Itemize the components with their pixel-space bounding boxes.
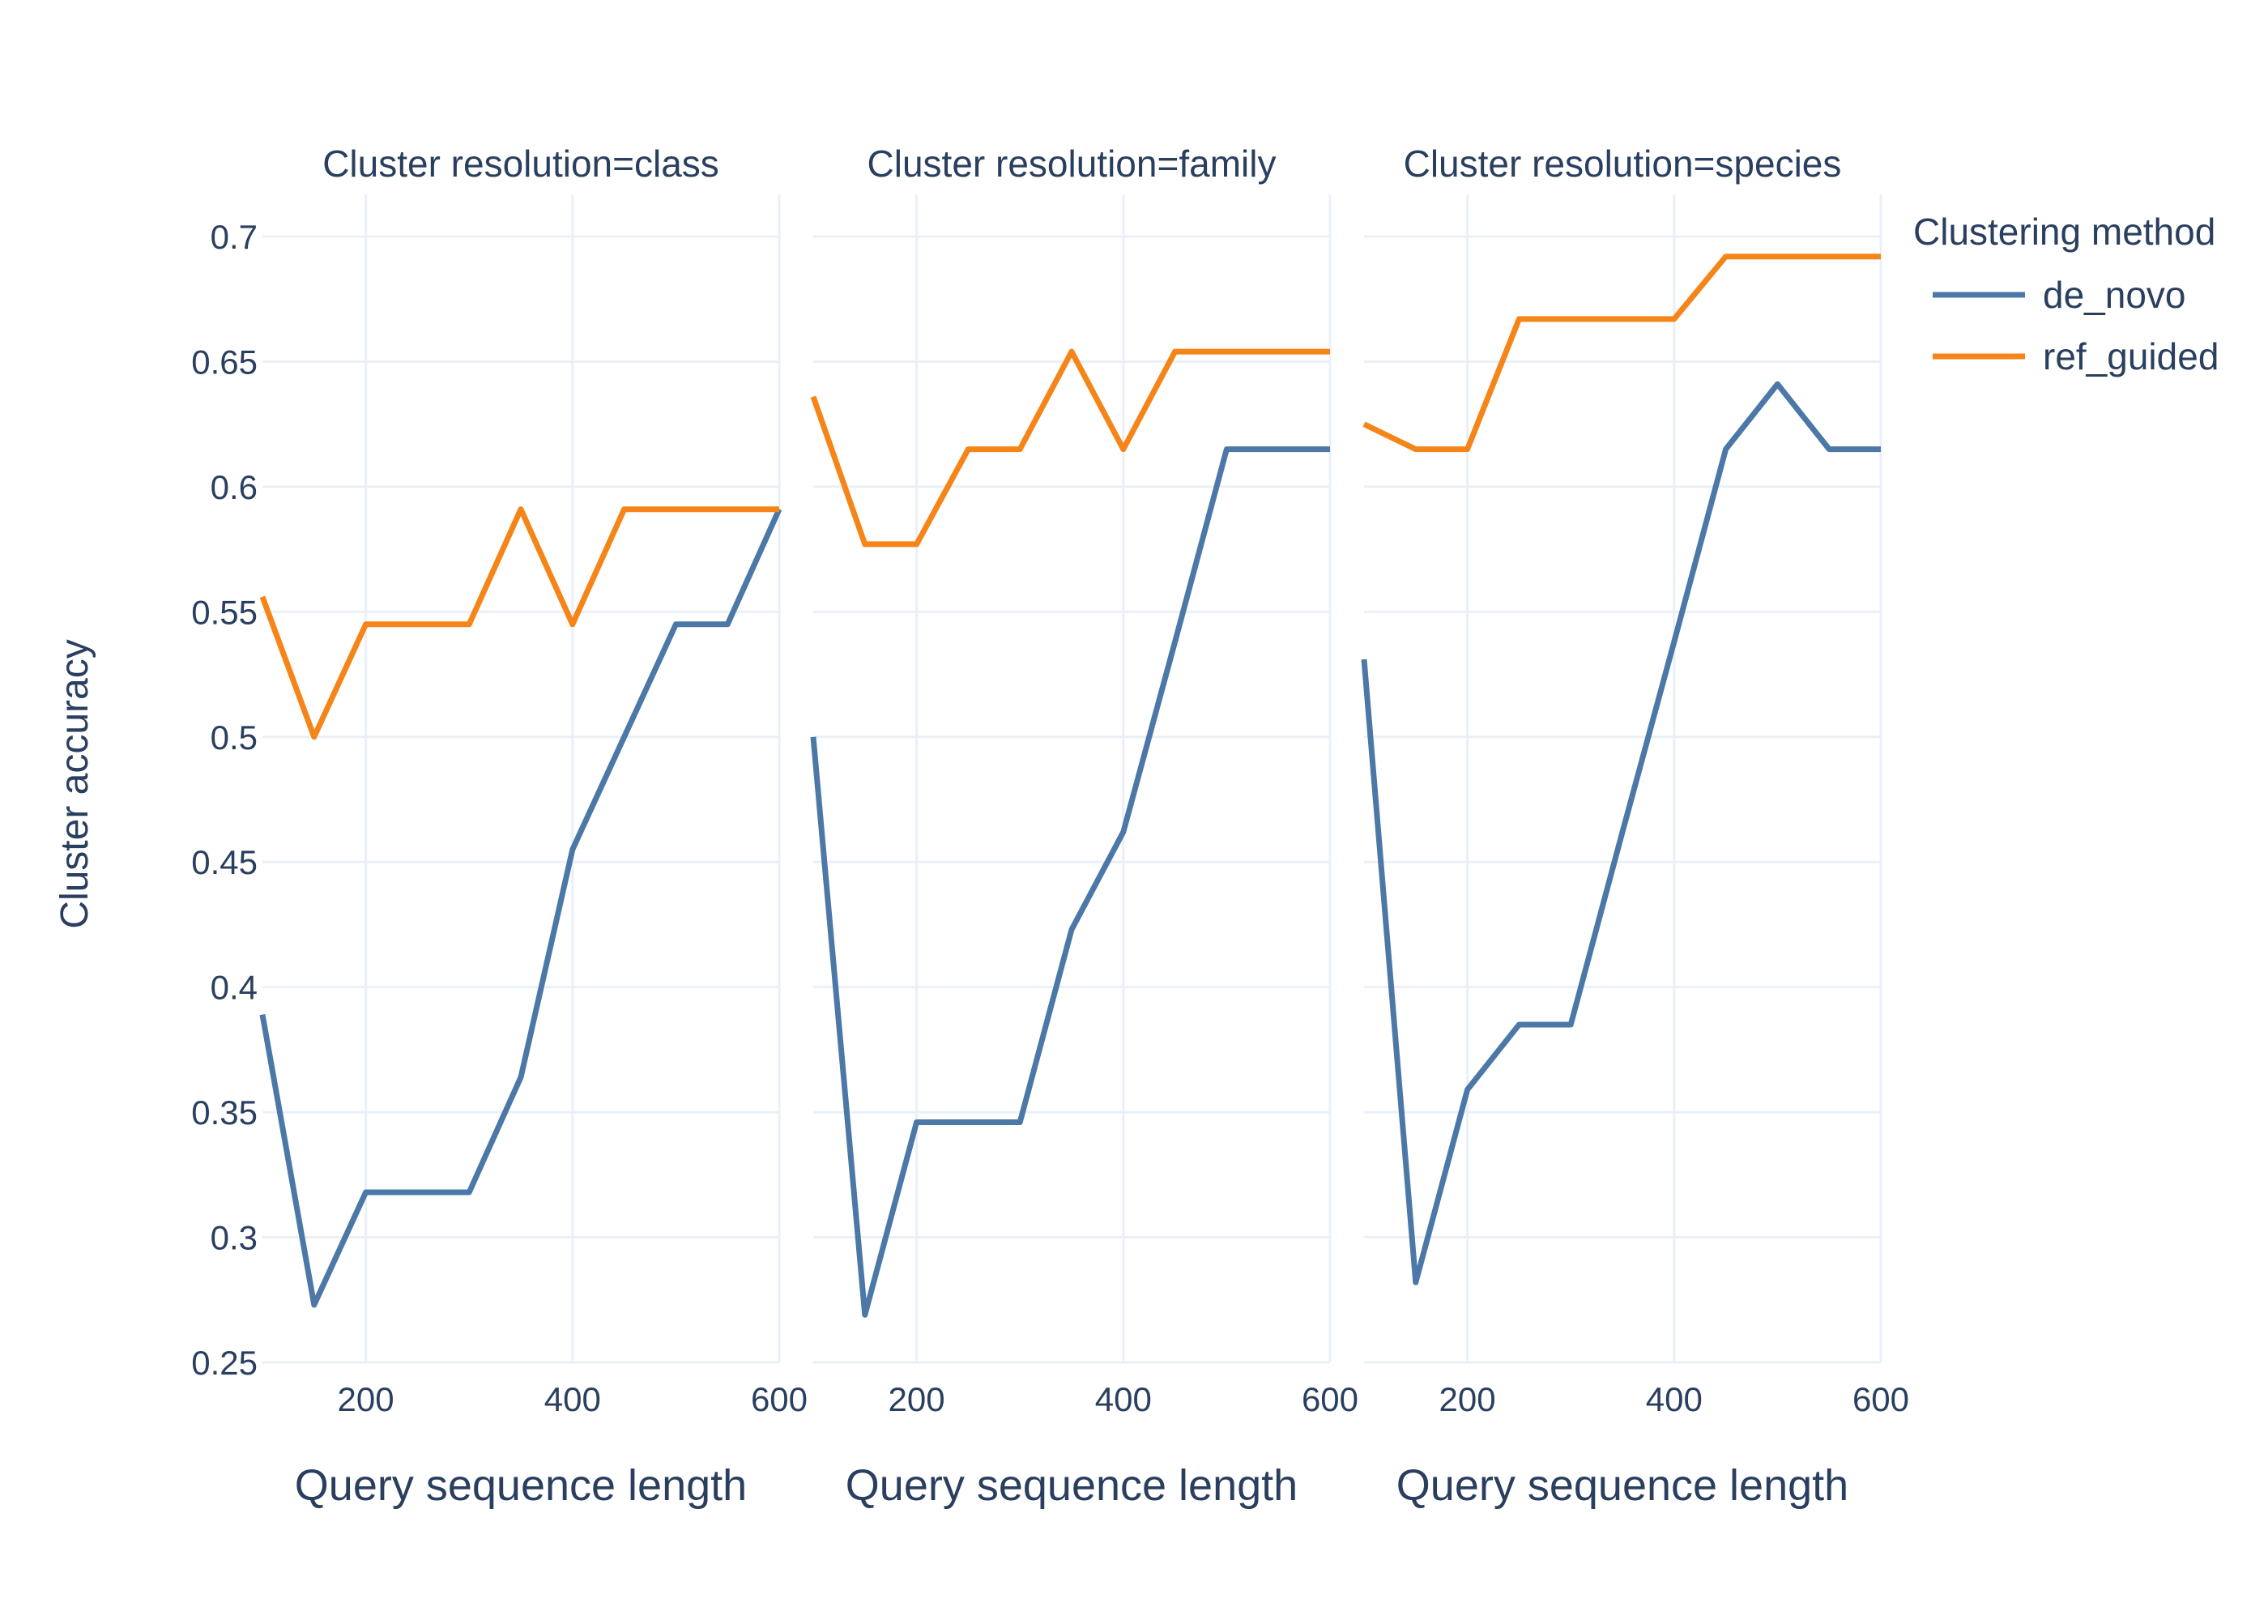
x-tick-label: 600 — [1302, 1380, 1358, 1418]
x-tick-label: 200 — [889, 1380, 945, 1418]
x-tick-label: 200 — [338, 1380, 394, 1418]
x-tick-label: 400 — [1646, 1380, 1703, 1418]
facet-title-class: Cluster resolution=class — [322, 143, 719, 185]
y-tick-label: 0.55 — [191, 593, 258, 631]
series-line-de-novo-family — [810, 446, 1330, 1318]
x-tick-label: 600 — [1852, 1380, 1909, 1418]
facet-family: Cluster resolution=family 200 400 600 Query … — [810, 143, 1358, 1510]
x-axis-title-class: Query sequence length — [295, 1461, 747, 1510]
facet-class: Cluster resolution=class 200 400 600 Query s… — [259, 143, 808, 1510]
y-axis-title: Cluster accuracy — [53, 639, 96, 928]
x-axis-title-family: Query sequence length — [846, 1461, 1298, 1510]
legend-label-de-novo: de_novo — [2043, 274, 2186, 316]
x-tick-label: 400 — [544, 1380, 601, 1418]
x-axis-title-species: Query sequence length — [1396, 1461, 1848, 1510]
y-tick-label: 0.7 — [211, 218, 258, 256]
series-line-de-novo-species — [1361, 381, 1881, 1285]
y-tick-label: 0.4 — [211, 969, 258, 1007]
y-tick-label: 0.3 — [211, 1219, 258, 1257]
legend-item-ref-guided[interactable]: ref_guided — [1933, 335, 2219, 377]
x-tick-label: 400 — [1095, 1380, 1152, 1418]
facet-title-species: Cluster resolution=species — [1404, 143, 1842, 185]
facets-layer: Cluster resolution=class 200 400 600 Query s… — [191, 143, 1909, 1510]
y-tick-label: 0.65 — [191, 343, 258, 381]
series-line-ref-guided-family — [810, 348, 1330, 548]
y-tick-label: 0.45 — [191, 843, 258, 881]
y-axis: 0.25 0.3 0.35 0.4 0.45 0.5 0.55 0.6 0.65 0.7 — [191, 218, 258, 1382]
series-line-de-novo-class — [259, 508, 782, 1308]
y-tick-label: 0.25 — [191, 1344, 258, 1382]
legend-label-ref-guided: ref_guided — [2043, 335, 2219, 377]
y-tick-label: 0.6 — [211, 468, 258, 506]
legend-item-de-novo[interactable]: de_novo — [1933, 274, 2186, 316]
legend-title: Clustering method — [1913, 211, 2215, 253]
y-tick-label: 0.35 — [191, 1093, 258, 1132]
facet-species: Cluster resolution=species 200 400 600 Query… — [1361, 143, 1909, 1510]
facet-title-family: Cluster resolution=family — [868, 143, 1277, 185]
legend: Clustering method de_novo ref_guided — [1913, 211, 2219, 377]
y-tick-label: 0.5 — [211, 718, 258, 757]
x-tick-label: 600 — [751, 1380, 808, 1418]
x-tick-label: 200 — [1439, 1380, 1496, 1418]
series-line-ref-guided-class — [259, 506, 779, 740]
series-line-ref-guided-species — [1362, 254, 1881, 453]
